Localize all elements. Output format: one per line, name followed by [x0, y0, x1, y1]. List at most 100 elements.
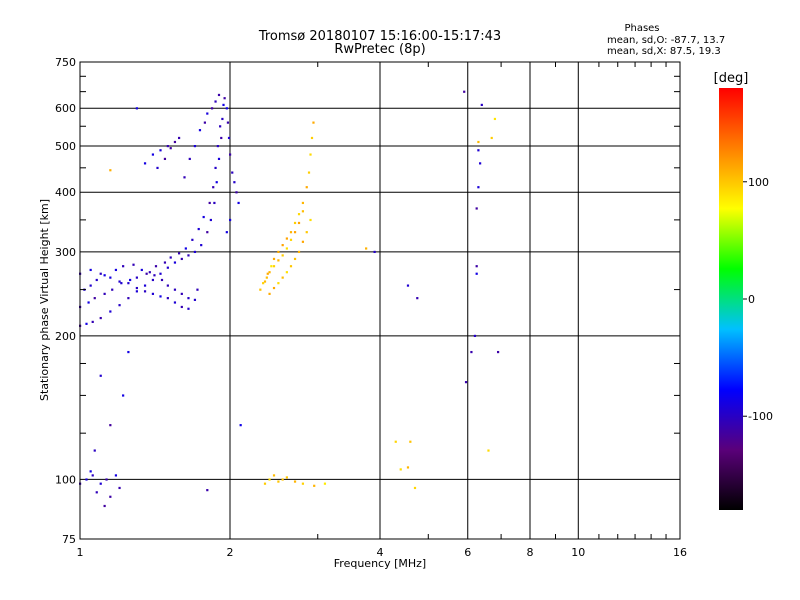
data-point — [223, 97, 226, 100]
x-tick-label: 6 — [464, 546, 471, 559]
phases-heading: Phases — [624, 23, 659, 34]
data-point — [156, 166, 159, 170]
data-point — [206, 489, 209, 492]
data-point — [268, 478, 271, 481]
data-point — [151, 292, 155, 295]
data-point — [220, 136, 223, 140]
data-point — [214, 166, 217, 170]
data-point — [263, 482, 267, 485]
y-tick-label: 75 — [62, 533, 76, 546]
data-point — [95, 491, 98, 494]
data-point — [301, 482, 305, 485]
data-point — [129, 278, 132, 282]
data-point — [163, 157, 167, 161]
data-point — [301, 201, 305, 205]
data-point — [233, 181, 236, 184]
data-point — [180, 305, 183, 309]
data-point — [151, 278, 155, 282]
data-point — [93, 297, 96, 300]
data-point — [277, 250, 280, 254]
y-tick-label: 600 — [55, 102, 76, 115]
data-point — [493, 117, 497, 121]
data-point — [293, 231, 297, 234]
data-point — [373, 250, 376, 254]
x-tick-label: 8 — [527, 546, 534, 559]
data-point — [173, 288, 177, 291]
data-point — [109, 310, 112, 313]
data-point — [99, 272, 102, 275]
data-point — [477, 149, 480, 152]
data-point — [225, 231, 228, 234]
data-point — [187, 307, 190, 310]
data-point — [109, 424, 112, 427]
data-point — [464, 381, 468, 384]
data-point — [183, 176, 186, 179]
data-point — [135, 286, 138, 290]
data-point — [114, 474, 118, 477]
data-point — [309, 153, 312, 156]
data-point — [463, 90, 466, 93]
data-point — [297, 221, 301, 225]
data-point — [127, 297, 130, 300]
data-point — [212, 186, 215, 189]
data-point — [132, 263, 135, 266]
data-point — [173, 140, 177, 144]
data-point — [473, 334, 477, 338]
y-tick-label: 200 — [55, 330, 76, 343]
data-point — [313, 484, 316, 487]
data-point — [109, 169, 112, 172]
data-point — [285, 247, 288, 250]
y-tick-label: 750 — [55, 56, 76, 69]
data-point — [99, 482, 102, 485]
data-point — [91, 320, 94, 323]
data-point — [163, 261, 167, 264]
data-point — [221, 117, 224, 121]
data-point — [409, 440, 412, 443]
data-point — [285, 237, 288, 240]
data-point — [470, 350, 473, 354]
data-point — [289, 265, 293, 268]
data-point — [266, 272, 269, 275]
data-point — [89, 470, 92, 473]
data-point — [188, 157, 191, 161]
data-point — [154, 265, 158, 268]
data-point — [114, 268, 118, 272]
grid-lines — [80, 62, 680, 539]
data-point — [259, 288, 262, 291]
data-point — [297, 250, 301, 254]
data-point — [118, 280, 121, 283]
data-point — [169, 256, 172, 259]
data-point — [312, 121, 315, 124]
x-tick-label: 10 — [571, 546, 585, 559]
colorbar-tick-label: -100 — [748, 410, 773, 423]
data-point — [103, 504, 106, 508]
data-point — [309, 218, 312, 222]
data-point — [109, 276, 112, 279]
data-point — [151, 153, 155, 156]
data-point — [399, 468, 402, 471]
colorbar: [deg] 100 0 -100 — [714, 71, 773, 510]
data-point — [140, 268, 143, 272]
data-point — [262, 282, 265, 285]
data-point — [268, 271, 271, 274]
data-point — [159, 149, 162, 152]
data-point — [135, 290, 138, 293]
data-point — [203, 121, 206, 124]
colorbar-gradient — [719, 88, 743, 510]
y-tick-label: 400 — [55, 186, 76, 199]
data-point — [235, 191, 238, 194]
data-point — [293, 221, 297, 225]
phases-o-stats: mean, sd,O: -87.7, 13.7 — [607, 35, 725, 46]
data-point — [307, 171, 311, 174]
data-point — [184, 247, 187, 250]
data-point — [169, 147, 172, 150]
data-point — [272, 265, 276, 268]
data-point — [480, 103, 483, 107]
data-point — [272, 286, 276, 290]
data-point — [180, 292, 183, 295]
data-point — [173, 301, 177, 304]
data-point — [217, 93, 221, 97]
x-tick-label: 2 — [227, 546, 234, 559]
data-point — [272, 474, 276, 477]
